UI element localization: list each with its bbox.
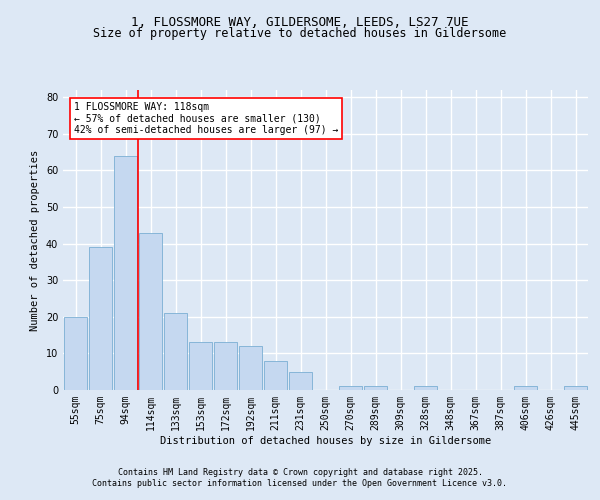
Bar (89, 248, 112, 390)
Bar (514, 386, 537, 390)
Y-axis label: Number of detached properties: Number of detached properties (30, 150, 40, 330)
Bar (564, 386, 587, 390)
Bar (239, 346, 262, 390)
Bar (364, 386, 387, 390)
X-axis label: Distribution of detached houses by size in Gildersome: Distribution of detached houses by size … (160, 436, 491, 446)
Bar (164, 313, 187, 390)
Bar (64, 317, 87, 390)
Bar (414, 386, 437, 390)
Bar (139, 232, 162, 390)
Bar (114, 156, 137, 390)
Text: Contains HM Land Registry data © Crown copyright and database right 2025.: Contains HM Land Registry data © Crown c… (118, 468, 482, 477)
Bar (189, 342, 212, 390)
Text: Size of property relative to detached houses in Gildersome: Size of property relative to detached ho… (94, 28, 506, 40)
Text: 1, FLOSSMORE WAY, GILDERSOME, LEEDS, LS27 7UE: 1, FLOSSMORE WAY, GILDERSOME, LEEDS, LS2… (131, 16, 469, 29)
Bar (339, 386, 362, 390)
Bar (264, 360, 287, 390)
Bar (214, 342, 237, 390)
Text: 1 FLOSSMORE WAY: 118sqm
← 57% of detached houses are smaller (130)
42% of semi-d: 1 FLOSSMORE WAY: 118sqm ← 57% of detache… (74, 102, 338, 135)
Text: Contains public sector information licensed under the Open Government Licence v3: Contains public sector information licen… (92, 480, 508, 488)
Bar (289, 372, 312, 390)
